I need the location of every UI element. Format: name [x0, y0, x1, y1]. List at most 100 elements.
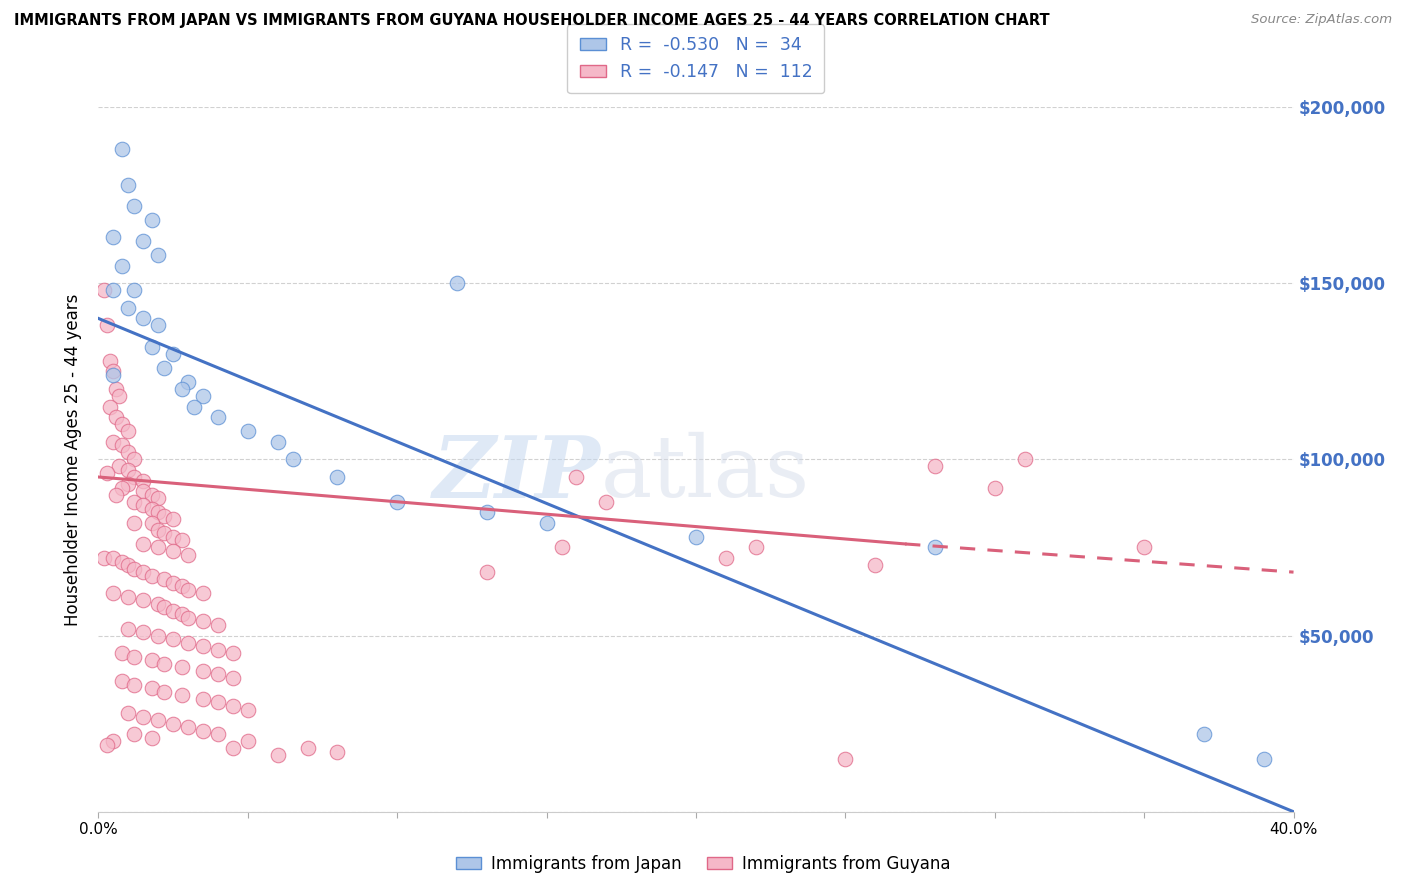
- Point: [236, 702, 259, 716]
- Point: [924, 541, 946, 555]
- Point: [177, 635, 200, 649]
- Point: [865, 558, 887, 573]
- Text: ZIP: ZIP: [433, 432, 600, 516]
- Point: [153, 508, 176, 523]
- Point: [103, 283, 125, 297]
- Point: [297, 741, 319, 756]
- Point: [132, 565, 155, 579]
- Point: [117, 445, 139, 459]
- Point: [536, 516, 558, 530]
- Point: [148, 318, 170, 333]
- Point: [162, 530, 184, 544]
- Point: [162, 512, 184, 526]
- Point: [162, 716, 184, 731]
- Point: [98, 353, 122, 368]
- Point: [132, 311, 155, 326]
- Point: [96, 467, 118, 481]
- Point: [162, 575, 184, 590]
- Text: Source: ZipAtlas.com: Source: ZipAtlas.com: [1251, 13, 1392, 27]
- Point: [207, 727, 229, 741]
- Point: [153, 526, 176, 541]
- Point: [191, 586, 214, 600]
- Point: [685, 530, 707, 544]
- Point: [236, 734, 259, 748]
- Point: [124, 283, 146, 297]
- Point: [191, 615, 214, 629]
- Point: [267, 748, 290, 763]
- Point: [105, 410, 128, 425]
- Point: [141, 568, 163, 582]
- Point: [132, 484, 155, 499]
- Point: [111, 555, 134, 569]
- Point: [745, 541, 768, 555]
- Point: [326, 745, 349, 759]
- Point: [96, 318, 118, 333]
- Point: [111, 674, 134, 689]
- Point: [103, 230, 125, 244]
- Point: [550, 541, 572, 555]
- Point: [177, 720, 200, 734]
- Point: [148, 505, 170, 519]
- Point: [103, 368, 125, 382]
- Point: [153, 657, 176, 671]
- Point: [124, 199, 146, 213]
- Point: [132, 537, 155, 551]
- Point: [111, 259, 134, 273]
- Point: [124, 561, 146, 575]
- Point: [132, 234, 155, 248]
- Point: [222, 741, 245, 756]
- Point: [207, 696, 229, 710]
- Text: atlas: atlas: [600, 432, 810, 515]
- Point: [103, 734, 125, 748]
- Point: [103, 551, 125, 566]
- Point: [132, 474, 155, 488]
- Point: [172, 533, 194, 548]
- Point: [191, 692, 214, 706]
- Point: [475, 565, 498, 579]
- Point: [103, 434, 125, 449]
- Point: [141, 340, 163, 354]
- Legend: Immigrants from Japan, Immigrants from Guyana: Immigrants from Japan, Immigrants from G…: [450, 848, 956, 880]
- Point: [183, 400, 205, 414]
- Point: [105, 487, 128, 501]
- Point: [222, 646, 245, 660]
- Point: [984, 481, 1007, 495]
- Point: [222, 671, 245, 685]
- Legend: R =  -0.530   N =  34, R =  -0.147   N =  112: R = -0.530 N = 34, R = -0.147 N = 112: [568, 24, 824, 93]
- Point: [111, 142, 134, 156]
- Point: [153, 572, 176, 586]
- Point: [236, 424, 259, 438]
- Point: [117, 424, 139, 438]
- Point: [117, 463, 139, 477]
- Point: [117, 477, 139, 491]
- Point: [124, 452, 146, 467]
- Point: [117, 590, 139, 604]
- Point: [141, 516, 163, 530]
- Point: [475, 505, 498, 519]
- Point: [108, 459, 131, 474]
- Point: [117, 558, 139, 573]
- Point: [117, 178, 139, 192]
- Point: [98, 400, 122, 414]
- Point: [191, 389, 214, 403]
- Point: [191, 639, 214, 653]
- Point: [281, 452, 304, 467]
- Point: [162, 632, 184, 646]
- Point: [111, 438, 134, 452]
- Point: [103, 586, 125, 600]
- Point: [385, 494, 409, 508]
- Point: [111, 646, 134, 660]
- Point: [124, 678, 146, 692]
- Point: [222, 699, 245, 714]
- Point: [207, 618, 229, 632]
- Point: [148, 491, 170, 505]
- Point: [93, 283, 115, 297]
- Point: [924, 459, 946, 474]
- Point: [148, 248, 170, 262]
- Point: [124, 494, 146, 508]
- Point: [132, 593, 155, 607]
- Point: [148, 597, 170, 611]
- Point: [172, 607, 194, 622]
- Point: [177, 582, 200, 597]
- Point: [132, 498, 155, 512]
